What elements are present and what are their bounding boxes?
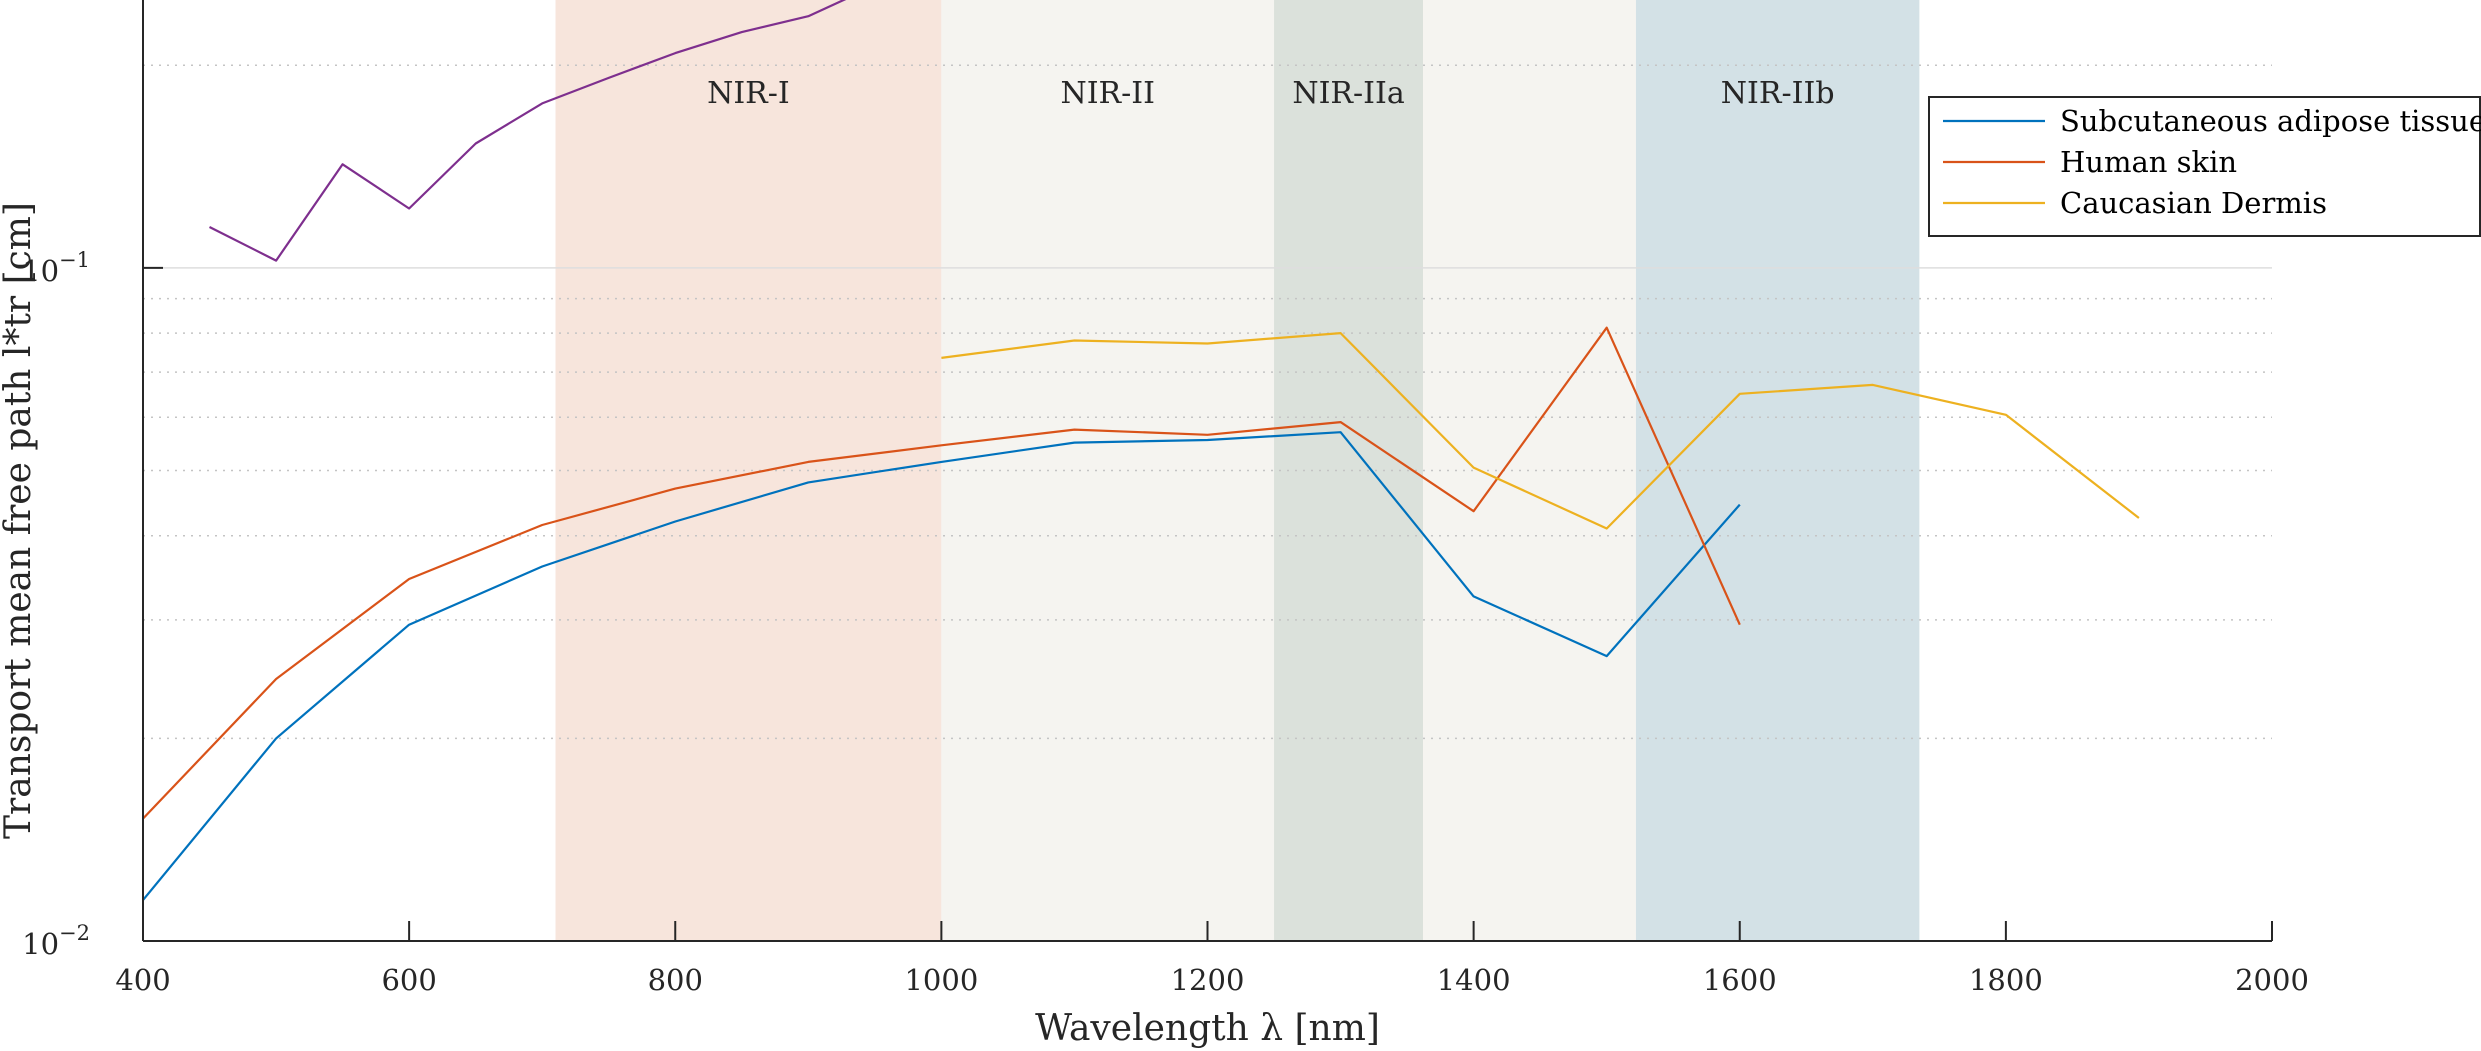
legend-entry: Subcutaneous adipose tissue [2060, 104, 2481, 138]
band-region [555, 0, 942, 941]
legend-entry: Human skin [2060, 145, 2237, 179]
axes [142, 0, 2273, 942]
series-line [142, 431, 1741, 901]
legend-entry: Caucasian Dermis [2060, 186, 2327, 220]
x-tick-label: 1200 [1171, 963, 1245, 997]
data-series [142, 0, 2140, 901]
band-label: NIR-IIb [1721, 76, 1835, 111]
y-tick-exponent: −2 [59, 921, 90, 945]
grid-lines [143, 64, 2272, 740]
y-tick-label: 10−1 [22, 248, 90, 288]
band-region [1635, 0, 1920, 941]
x-tick-label: 1400 [1437, 963, 1511, 997]
legend[interactable]: Subcutaneous adipose tissue Human skin Cau… [1928, 96, 2481, 237]
unlabeled-series-line [209, 0, 847, 262]
series-line [142, 326, 1741, 820]
y-tick-exponent: −1 [59, 248, 90, 272]
band-label: NIR-IIa [1292, 76, 1405, 111]
x-tick-label: 2000 [2235, 963, 2309, 997]
band-labels: NIR-I NIR-II NIR-IIa NIR-IIb [707, 76, 1834, 111]
y-axis-title: Transport mean free path l*tr [cm] [0, 202, 39, 839]
band-label: NIR-II [1060, 76, 1155, 111]
x-tick-label: 400 [115, 963, 170, 997]
x-tick-label: 1800 [1969, 963, 2043, 997]
band-region [1423, 0, 1636, 941]
x-tick-label: 1600 [1703, 963, 1777, 997]
x-tick-label: 600 [381, 963, 436, 997]
band-region [941, 0, 1275, 941]
x-tick-label: 800 [648, 963, 703, 997]
series-line [941, 332, 2140, 530]
y-tick-base: 10 [22, 927, 59, 961]
tick-labels: 400 600 800 1000 1200 1400 1600 1800 200010−210−… [22, 248, 2309, 997]
x-tick-label: 1000 [904, 963, 978, 997]
x-axis-title: Wavelength λ [nm] [1035, 1008, 1380, 1049]
band-region [1274, 0, 1424, 941]
band-label: NIR-I [707, 76, 790, 111]
y-tick-label: 10−2 [22, 921, 90, 961]
y-tick-base: 10 [22, 254, 59, 288]
